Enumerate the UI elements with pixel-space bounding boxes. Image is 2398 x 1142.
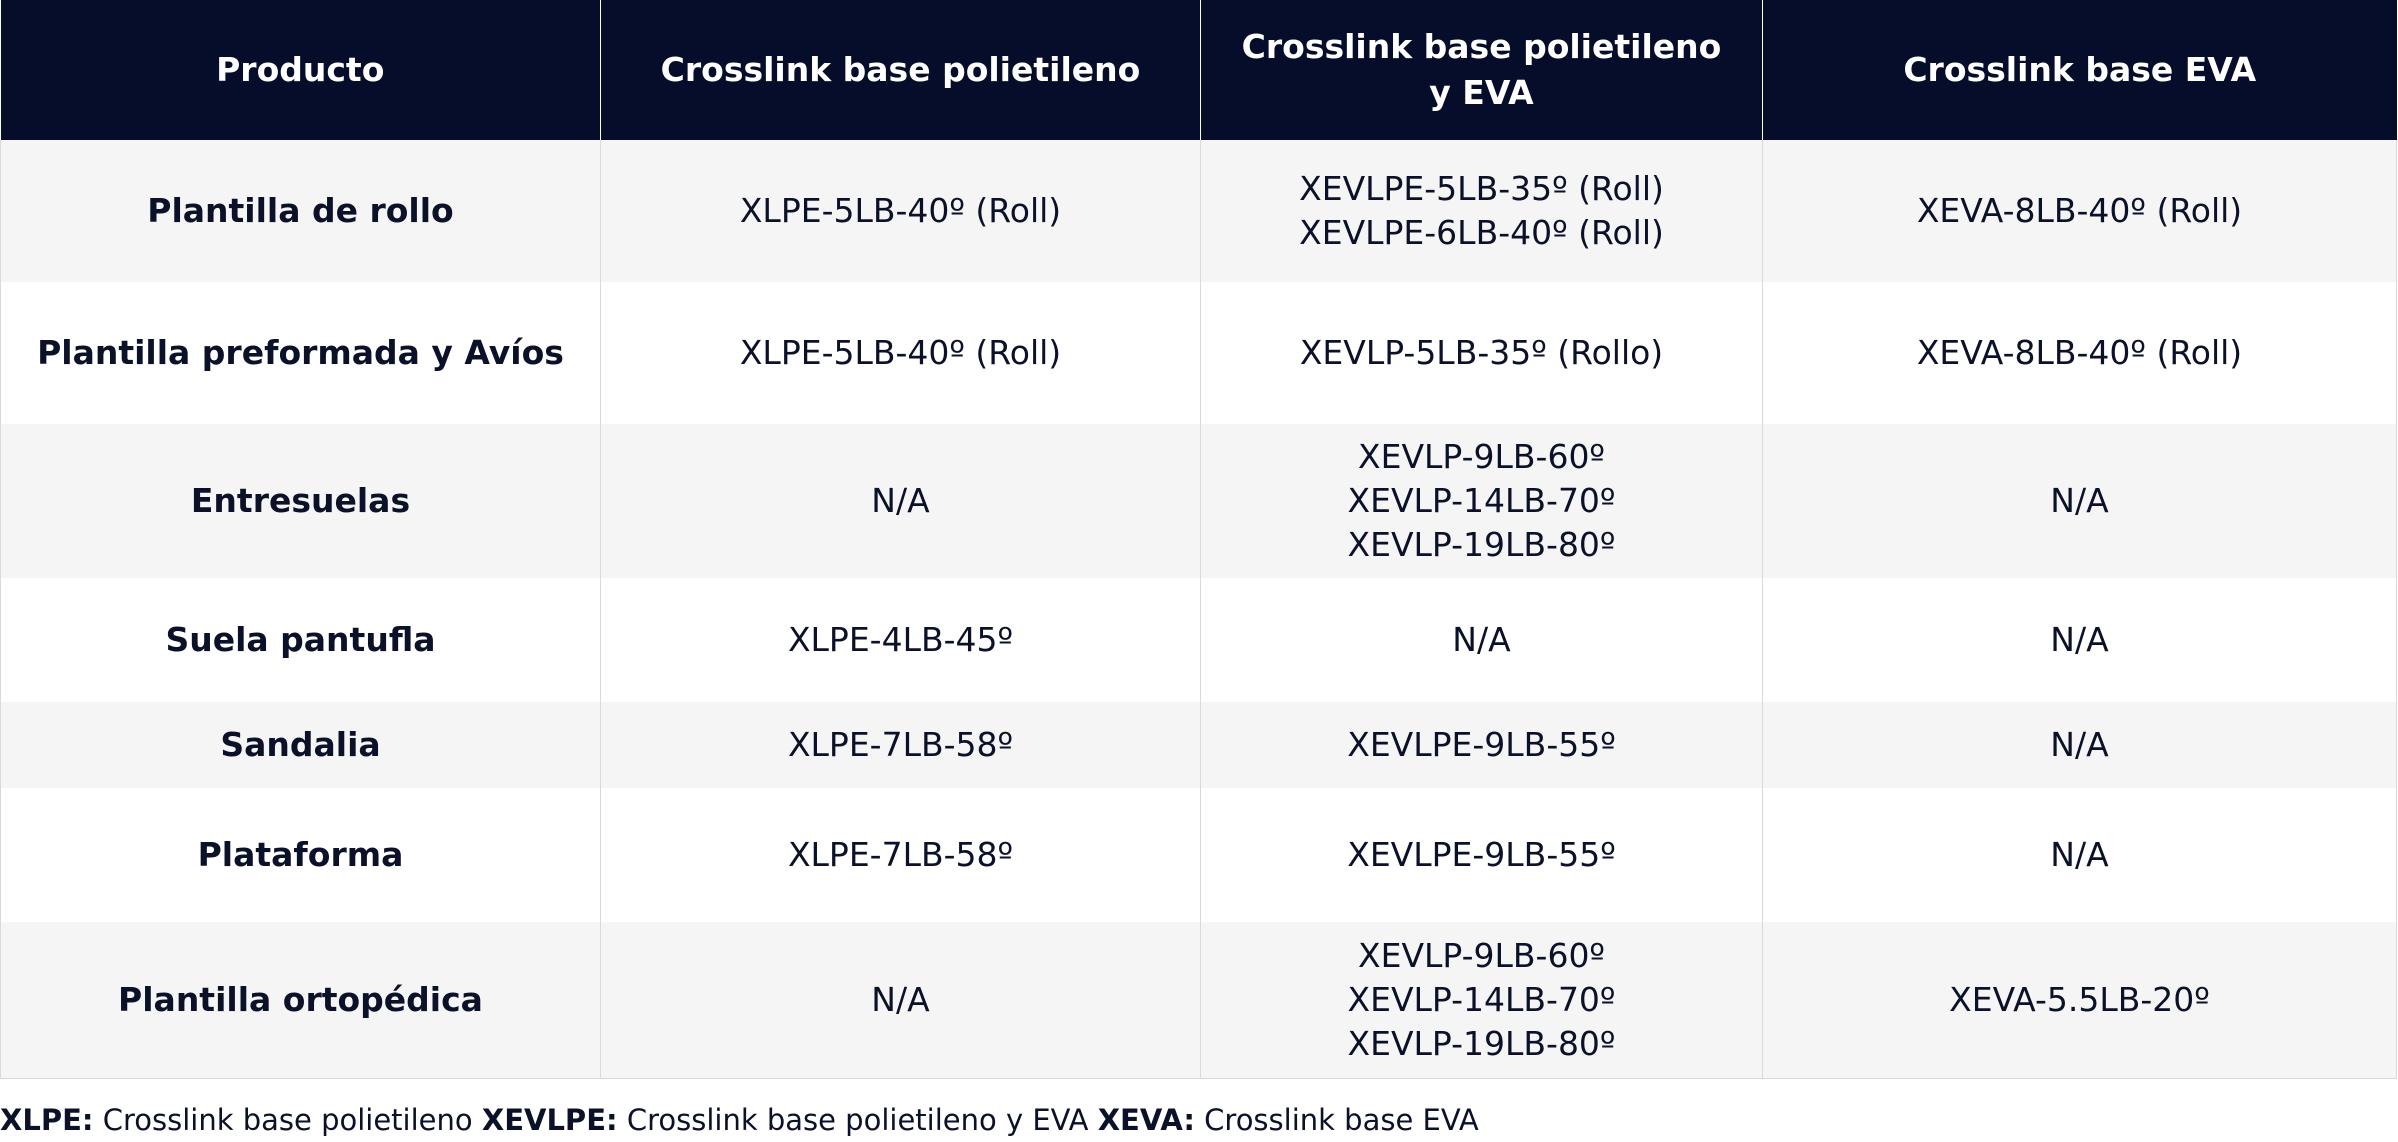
cell-value: XEVLPE-6LB-40º (Roll) [1299, 213, 1664, 252]
header-xlpe: Crosslink base polietileno [600, 0, 1201, 140]
cell-value: XEVLP-14LB-70º [1347, 979, 1616, 1019]
cell-value: XLPE-4LB-45º [787, 620, 1014, 659]
legend-abbr: XLPE: [0, 1103, 94, 1137]
product-table: Producto Crosslink base polietileno Cros… [0, 0, 2397, 1079]
cell-value: N/A [871, 481, 930, 520]
xeva-cell: XEVA-8LB-40º (Roll) [1762, 140, 2397, 282]
table-row: Suela pantufla XLPE-4LB-45º N/A N/A [0, 578, 2397, 702]
product-cell: Sandalia [0, 702, 601, 788]
cell-value: XEVLP-14LB-70º [1347, 481, 1616, 520]
table-row: Plantilla de rollo XLPE-5LB-40º (Roll) X… [0, 140, 2397, 282]
table-row: Entresuelas N/A XEVLP-9LB-60º XEVLP-14LB… [0, 424, 2397, 578]
cell-value: N/A [2050, 620, 2109, 659]
table-row: Plantilla preformada y Avíos XLPE-5LB-40… [0, 282, 2397, 424]
cell-value: XEVA-5.5LB-20º [1949, 979, 2210, 1019]
cell-value: XLPE-7LB-58º [787, 725, 1014, 764]
product-cell: Suela pantufla [0, 578, 601, 702]
cell-value: N/A [2050, 725, 2109, 764]
legend-text: Crosslink base EVA [1204, 1103, 1479, 1137]
table-row: Plantilla ortopédica N/A XEVLP-9LB-60º X… [0, 922, 2397, 1079]
cell-value: XEVLP-9LB-60º [1358, 437, 1605, 476]
cell-value: XLPE-5LB-40º (Roll) [739, 191, 1062, 230]
abbreviation-legend: XLPE: Crosslink base polietileno XEVLPE:… [0, 1098, 1479, 1142]
xevlpe-cell: N/A [1200, 578, 1763, 702]
cell-value: N/A [1452, 620, 1511, 659]
xlpe-cell: XLPE-4LB-45º [600, 578, 1201, 702]
product-cell: Plantilla preformada y Avíos [0, 282, 601, 424]
xevlpe-cell: XEVLP-9LB-60º XEVLP-14LB-70º XEVLP-19LB-… [1200, 424, 1763, 578]
cell-value: XEVA-8LB-40º (Roll) [1916, 191, 2243, 230]
table-row: Sandalia XLPE-7LB-58º XEVLPE-9LB-55º N/A [0, 702, 2397, 788]
cell-value: XLPE-7LB-58º [787, 835, 1014, 874]
product-cell: Entresuelas [0, 424, 601, 578]
xeva-cell: XEVA-5.5LB-20º [1762, 922, 2397, 1079]
product-cell: Plantilla de rollo [0, 140, 601, 282]
xlpe-cell: N/A [600, 922, 1201, 1079]
cell-value: XEVLPE-9LB-55º [1347, 725, 1616, 764]
xevlpe-cell: XEVLPE-9LB-55º [1200, 702, 1763, 788]
xlpe-cell: XLPE-7LB-58º [600, 788, 1201, 922]
xevlpe-cell: XEVLP-5LB-35º (Rollo) [1200, 282, 1763, 424]
xlpe-cell: XLPE-5LB-40º (Roll) [600, 282, 1201, 424]
cell-value: XEVLP-5LB-35º (Rollo) [1299, 333, 1664, 372]
header-xevlpe: Crosslink base polietileno y EVA [1200, 0, 1763, 140]
xeva-cell: XEVA-8LB-40º (Roll) [1762, 282, 2397, 424]
cell-value: N/A [2050, 481, 2109, 520]
cell-value: N/A [871, 979, 930, 1019]
header-row: Producto Crosslink base polietileno Cros… [0, 0, 2397, 140]
cell-value: XEVLPE-9LB-55º [1347, 835, 1616, 874]
xlpe-cell: N/A [600, 424, 1201, 578]
product-cell: Plataforma [0, 788, 601, 922]
header-xeva: Crosslink base EVA [1762, 0, 2397, 140]
xeva-cell: N/A [1762, 702, 2397, 788]
cell-value: XEVLPE-5LB-35º (Roll) [1299, 169, 1664, 208]
xevlpe-cell: XEVLP-9LB-60º XEVLP-14LB-70º XEVLP-19LB-… [1200, 922, 1763, 1079]
product-table-container: Producto Crosslink base polietileno Cros… [0, 0, 2397, 1079]
cell-value: XEVLP-19LB-80º [1347, 1023, 1616, 1063]
xevlpe-cell: XEVLPE-9LB-55º [1200, 788, 1763, 922]
xeva-cell: N/A [1762, 788, 2397, 922]
legend-text: Crosslink base polietileno y EVA [626, 1103, 1089, 1137]
table-row: Plataforma XLPE-7LB-58º XEVLPE-9LB-55º N… [0, 788, 2397, 922]
legend-abbr: XEVLPE: [481, 1103, 618, 1137]
cell-value: N/A [2050, 835, 2109, 874]
legend-text: Crosslink base polietileno [102, 1103, 473, 1137]
cell-value: XEVLP-19LB-80º [1347, 525, 1616, 564]
xeva-cell: N/A [1762, 578, 2397, 702]
cell-value: XEVA-8LB-40º (Roll) [1916, 333, 2243, 372]
header-producto: Producto [0, 0, 601, 140]
legend-abbr: XEVA: [1097, 1103, 1195, 1137]
xlpe-cell: XLPE-5LB-40º (Roll) [600, 140, 1201, 282]
xevlpe-cell: XEVLPE-5LB-35º (Roll) XEVLPE-6LB-40º (Ro… [1200, 140, 1763, 282]
cell-value: XEVLP-9LB-60º [1358, 935, 1605, 975]
xeva-cell: N/A [1762, 424, 2397, 578]
cell-value: XLPE-5LB-40º (Roll) [739, 333, 1062, 372]
product-cell: Plantilla ortopédica [0, 922, 601, 1079]
table-header: Producto Crosslink base polietileno Cros… [0, 0, 2397, 140]
xlpe-cell: XLPE-7LB-58º [600, 702, 1201, 788]
table-body: Plantilla de rollo XLPE-5LB-40º (Roll) X… [0, 140, 2397, 1079]
